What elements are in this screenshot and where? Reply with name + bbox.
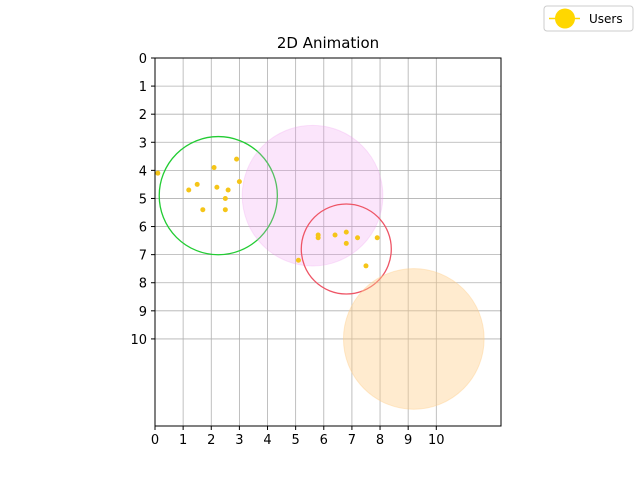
- user-point: [222, 207, 228, 213]
- x-tick-label: 1: [179, 433, 187, 448]
- x-tick-label: 2: [207, 433, 215, 448]
- legend-label: Users: [589, 12, 623, 26]
- x-tick-label: 10: [428, 433, 445, 448]
- y-tick-label: 2: [139, 108, 147, 123]
- outline-circle: [158, 135, 279, 256]
- x-tick-label: 3: [235, 433, 243, 448]
- user-point: [374, 235, 380, 241]
- outline-circle: [300, 203, 392, 295]
- x-tick-label: 8: [376, 433, 384, 448]
- x-tick-label: 6: [320, 433, 328, 448]
- y-tick-label: 7: [139, 249, 147, 264]
- y-tick-label: 8: [139, 277, 147, 292]
- x-tick-label: 4: [263, 433, 271, 448]
- plot-frame: [154, 57, 502, 427]
- user-point: [315, 235, 321, 241]
- user-point: [222, 195, 228, 201]
- user-point: [295, 257, 301, 263]
- y-tick-label: 9: [139, 305, 147, 320]
- y-tick-label: 6: [139, 221, 147, 236]
- chart-title: 2D Animation: [277, 34, 379, 52]
- y-tick-label: 4: [139, 164, 147, 179]
- user-point: [186, 187, 192, 193]
- user-point: [155, 170, 161, 176]
- user-point: [194, 181, 200, 187]
- user-point: [211, 165, 217, 171]
- user-points: [155, 156, 380, 269]
- user-point: [200, 207, 206, 213]
- x-axis: 0 1 2 3 4 5 6 7 8 9 10: [151, 426, 445, 448]
- circle-overlays: [158, 124, 485, 410]
- x-tick-label: 7: [348, 433, 356, 448]
- user-point: [363, 263, 369, 269]
- legend: Users: [543, 5, 634, 32]
- x-tick-label: 0: [151, 433, 159, 448]
- filled-circle: [241, 124, 384, 267]
- y-axis: 0 1 2 3 4 5 6 7 8 9 10: [130, 52, 155, 348]
- y-tick-label: 1: [139, 80, 147, 95]
- legend-marker-icon: [555, 8, 575, 29]
- y-tick-label: 0: [139, 52, 147, 67]
- user-point: [214, 184, 220, 190]
- user-point: [234, 156, 240, 162]
- user-point: [236, 179, 242, 185]
- user-point: [343, 240, 349, 246]
- y-tick-label: 10: [130, 333, 147, 348]
- x-tick-label: 5: [292, 433, 300, 448]
- filled-circle: [342, 268, 485, 410]
- user-point: [225, 187, 231, 193]
- y-tick-label: 5: [139, 192, 147, 207]
- y-tick-label: 3: [139, 136, 147, 151]
- x-tick-label: 9: [404, 433, 412, 448]
- user-point: [355, 235, 361, 241]
- user-point: [332, 232, 338, 238]
- user-point: [343, 229, 349, 235]
